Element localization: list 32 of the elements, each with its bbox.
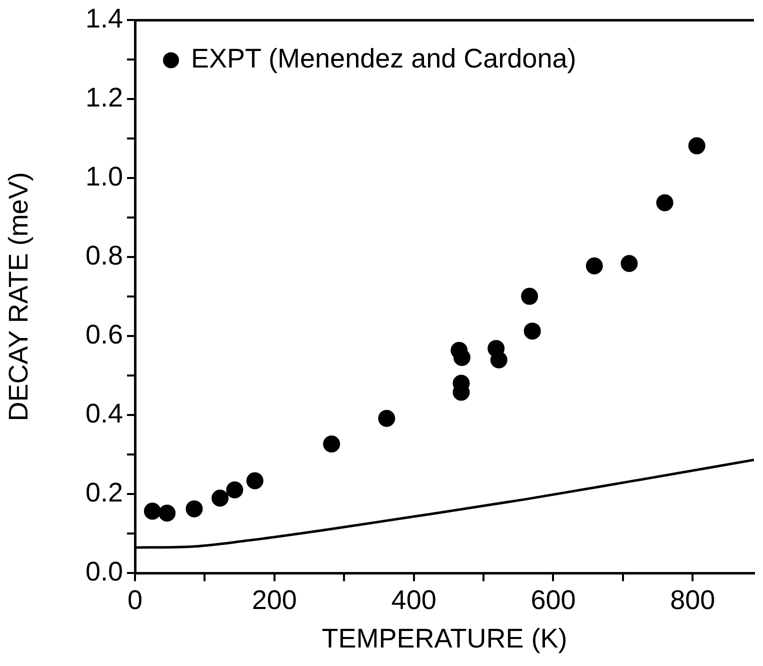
x-tick-label: 200 xyxy=(252,584,297,615)
point xyxy=(323,436,340,453)
y-tick-label: 1.4 xyxy=(85,4,123,34)
point xyxy=(212,490,229,507)
point xyxy=(226,481,244,498)
point xyxy=(524,322,541,340)
text: 0.0 xyxy=(85,556,123,587)
point xyxy=(158,504,176,522)
y-tick-label: 0.4 xyxy=(85,398,123,429)
y-tick-label: 0.2 xyxy=(85,478,123,508)
point xyxy=(490,351,508,368)
point xyxy=(586,257,603,274)
legend-label: EXPT (Menendez and Cardona) xyxy=(191,44,576,74)
x-tick-label: 600 xyxy=(530,584,576,615)
x-tick-label: 800 xyxy=(670,584,716,615)
point xyxy=(246,472,264,490)
x-tick-label: 0 xyxy=(127,584,143,615)
y-tick-label: 1.0 xyxy=(85,162,123,192)
point xyxy=(688,137,706,154)
y-axis-title: DECAY RATE (meV) xyxy=(4,172,34,422)
point xyxy=(656,194,674,212)
point xyxy=(620,255,638,272)
y-tick-label: 0.8 xyxy=(85,240,123,271)
x-tick-label: 400 xyxy=(391,584,436,615)
y-tick-label: 0.6 xyxy=(85,320,123,350)
point xyxy=(453,349,470,366)
point xyxy=(186,500,203,518)
point xyxy=(378,410,396,427)
x-axis-title: TEMPERATURE (K) xyxy=(322,623,568,654)
y-tick-label: 1.2 xyxy=(85,82,123,113)
point xyxy=(521,288,538,305)
point xyxy=(144,502,161,520)
